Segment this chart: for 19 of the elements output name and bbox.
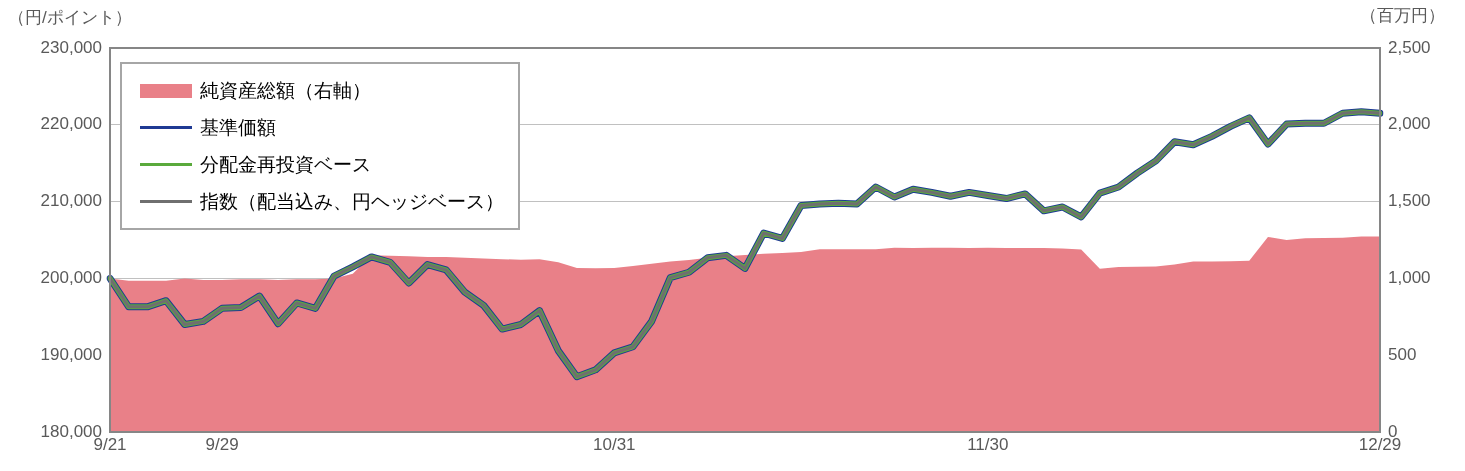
- y2-tick-label: 500: [1388, 344, 1417, 364]
- legend-label: 純資産総額（右軸）: [200, 78, 371, 103]
- legend-label: 指数（配当込み、円ヘッジベース）: [200, 189, 504, 214]
- x-tick-label: 9/29: [205, 434, 239, 454]
- y2-tick-label: 1,500: [1388, 191, 1431, 211]
- y-tick-label: 230,000: [40, 37, 102, 57]
- y-tick-label: 210,000: [40, 191, 102, 211]
- x-tick-label: 11/30: [967, 434, 1009, 454]
- y-tick-label: 200,000: [40, 268, 102, 288]
- y2-tick-label: 2,000: [1388, 114, 1431, 134]
- y-tick-label: 220,000: [40, 114, 102, 134]
- y2-tick-label: 2,500: [1388, 37, 1431, 57]
- legend-label: 基準価額: [200, 115, 276, 140]
- y2-tick-label: 1,000: [1388, 268, 1431, 288]
- y-axis-title: （円/ポイント）: [8, 8, 132, 28]
- y2-axis-title: （百万円）: [1360, 6, 1445, 26]
- x-tick-label: 10/31: [592, 434, 636, 454]
- legend-label: 分配金再投資ベース: [200, 152, 371, 177]
- y-tick-label: 190,000: [40, 344, 102, 364]
